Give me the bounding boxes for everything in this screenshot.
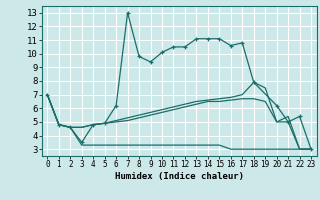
X-axis label: Humidex (Indice chaleur): Humidex (Indice chaleur) — [115, 172, 244, 181]
